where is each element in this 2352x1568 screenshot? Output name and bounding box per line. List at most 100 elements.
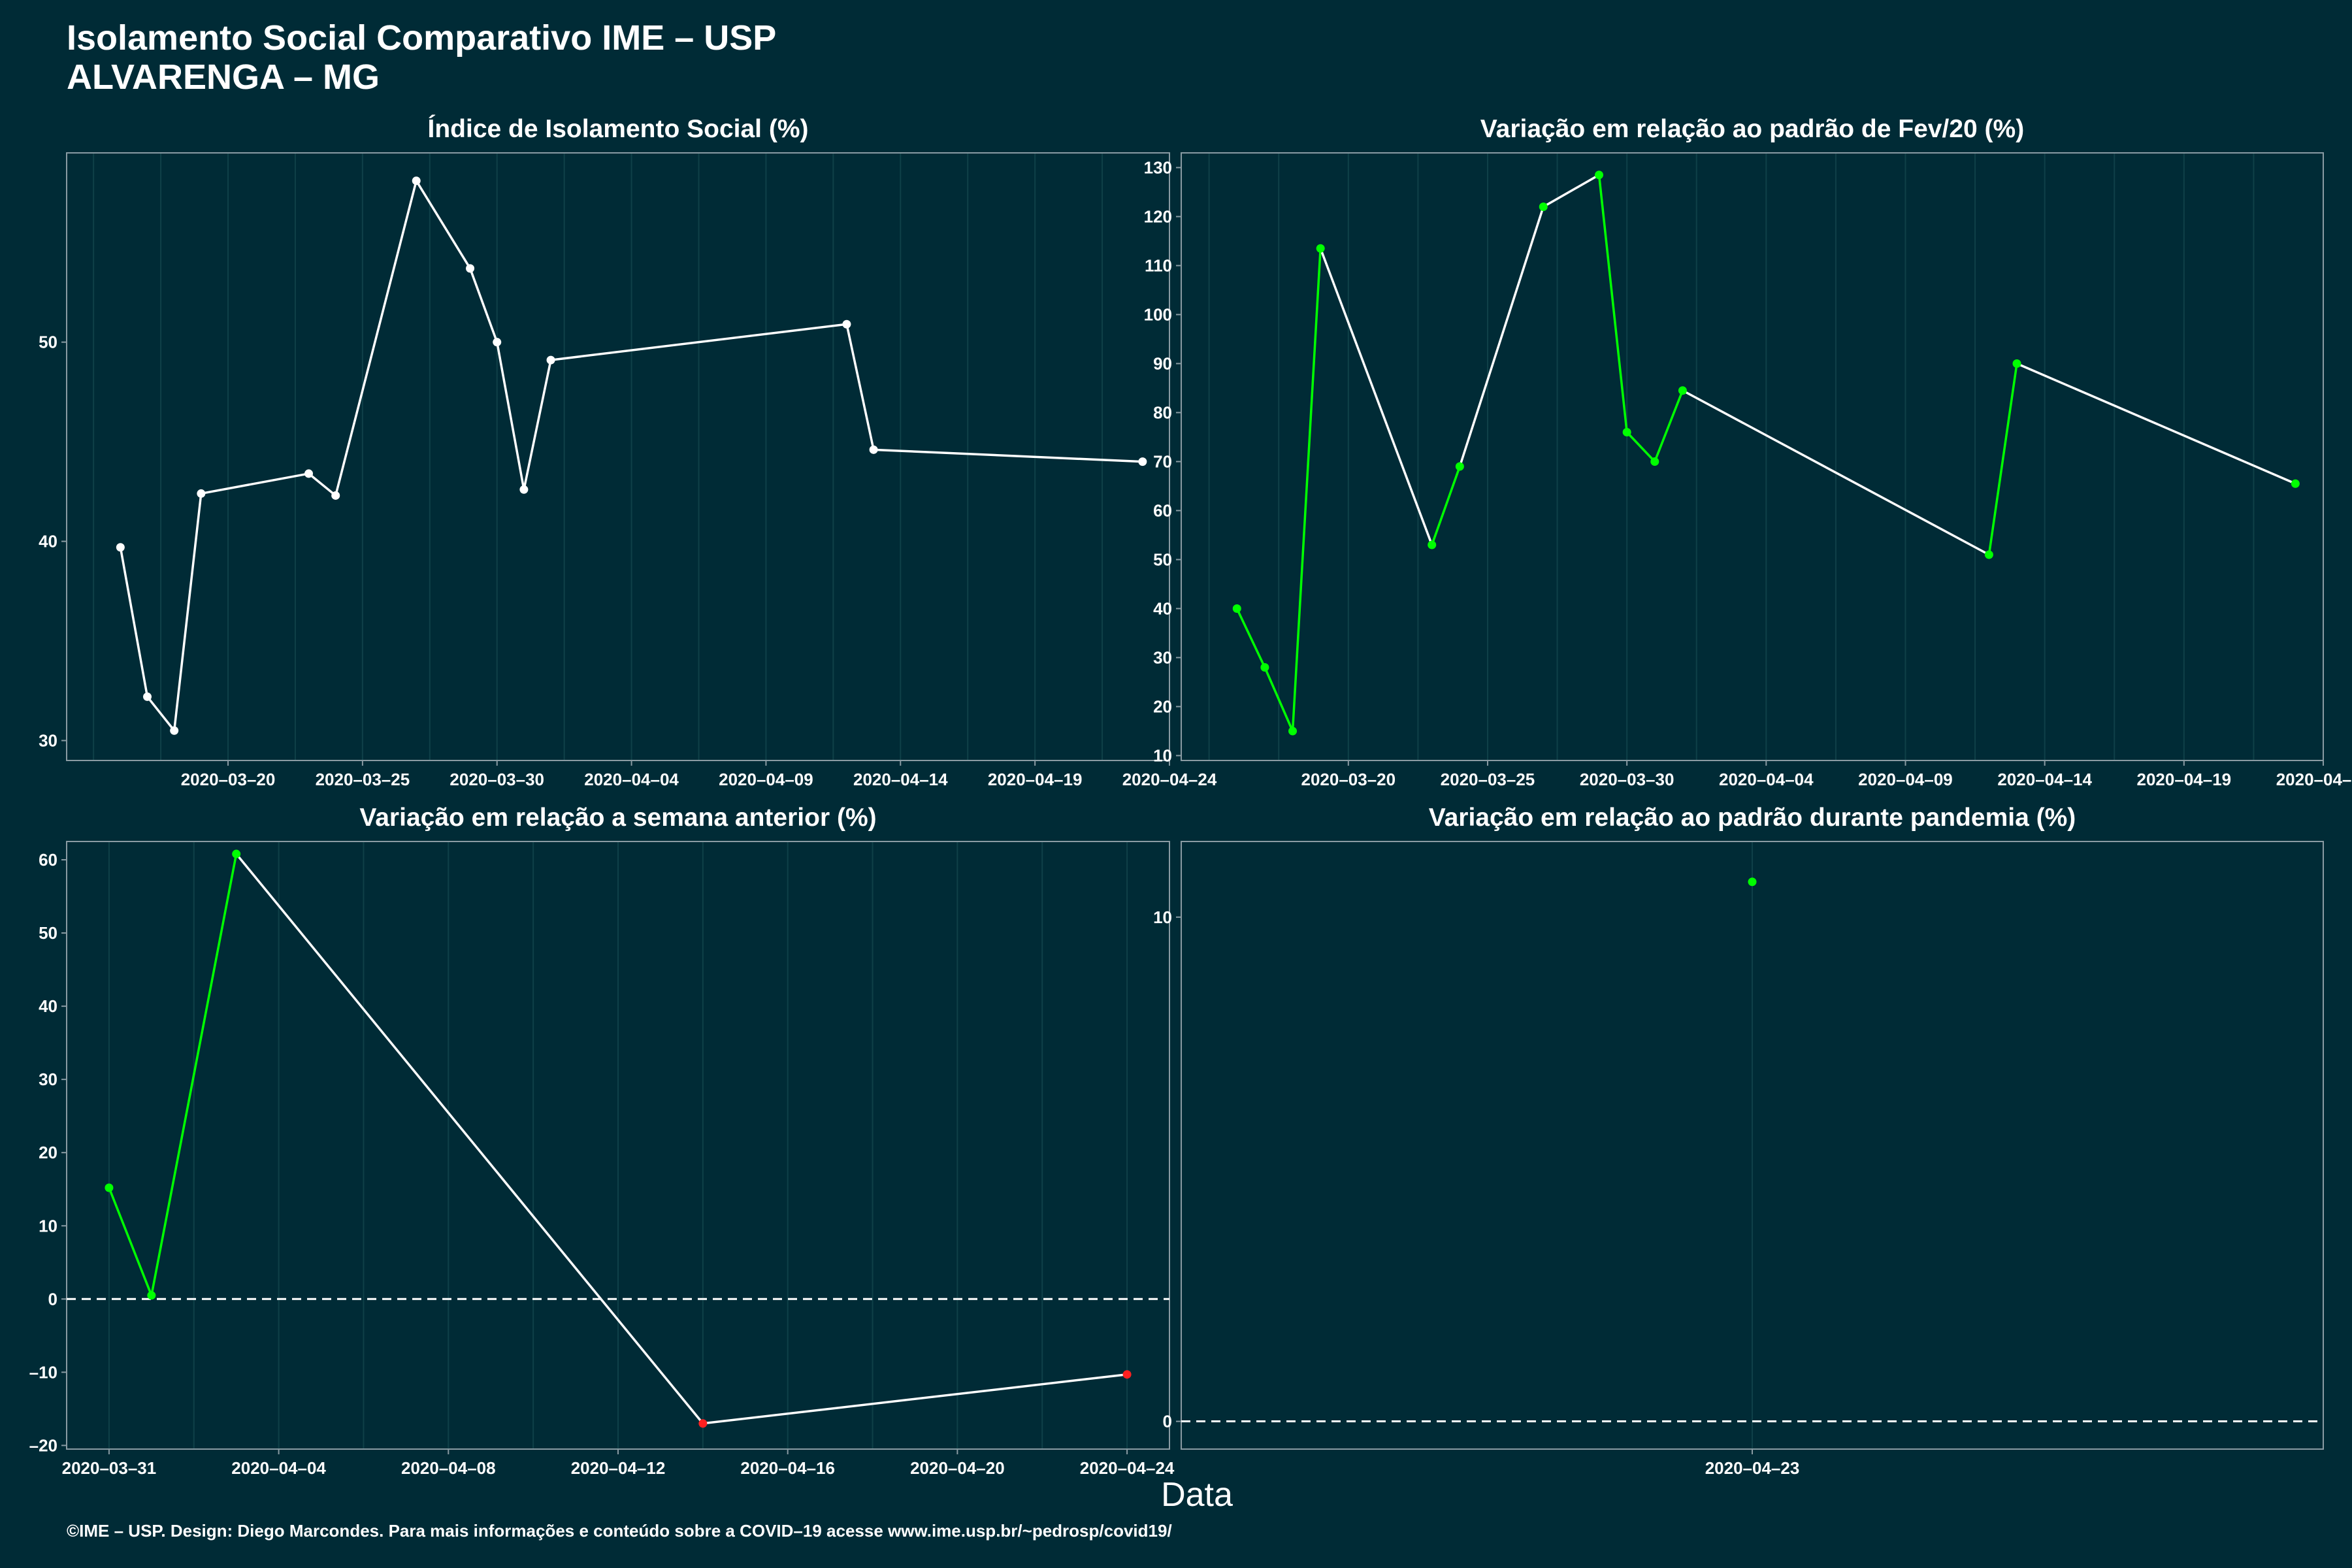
series-segment xyxy=(1291,247,1322,732)
y-tick-label: 40 xyxy=(1153,599,1172,619)
data-point xyxy=(842,319,851,329)
series-segment xyxy=(1458,205,1544,468)
y-tick-label: 0 xyxy=(48,1289,57,1309)
x-tick-label: 2020–03–25 xyxy=(316,770,410,789)
series-segment xyxy=(1542,174,1601,208)
series-segment xyxy=(1654,389,1684,463)
data-point xyxy=(1428,540,1437,549)
data-point xyxy=(170,726,179,735)
series-segment xyxy=(334,179,417,497)
y-tick-label: 40 xyxy=(39,996,57,1016)
data-point xyxy=(869,445,878,454)
series-segment xyxy=(415,179,472,270)
x-tick-label: 2020–04–09 xyxy=(1858,770,1953,789)
series-segment xyxy=(845,323,875,451)
y-tick-label: 20 xyxy=(1153,697,1172,717)
x-tick-label: 2020–03–20 xyxy=(181,770,276,789)
data-point xyxy=(1138,457,1147,466)
data-point xyxy=(143,692,152,701)
data-point xyxy=(519,485,529,494)
panel-title: Índice de Isolamento Social (%) xyxy=(428,114,809,143)
x-tick-label: 2020–03–30 xyxy=(1580,770,1674,789)
data-point xyxy=(331,491,340,500)
main-title-line2: ALVARENGA – MG xyxy=(67,57,380,97)
series-segment xyxy=(1319,247,1433,546)
panel-title: Variação em relação a semana anterior (%… xyxy=(359,804,876,832)
series-segment xyxy=(235,853,704,1425)
x-tick-label: 2020–04–04 xyxy=(231,1458,326,1478)
series-segment xyxy=(1625,431,1656,463)
y-tick-label: 70 xyxy=(1153,452,1172,472)
panel-title: Variação em relação ao padrão durante pa… xyxy=(1429,804,2076,832)
series-segment xyxy=(702,1373,1128,1425)
series-segment xyxy=(172,492,203,732)
y-tick-label: 30 xyxy=(39,731,57,751)
series-segment xyxy=(1597,174,1628,434)
x-tick-label: 2020–04–24 xyxy=(1080,1458,1175,1478)
x-tick-label: 2020–03–25 xyxy=(1441,770,1535,789)
series-segment xyxy=(1235,607,1266,669)
data-point xyxy=(116,543,125,552)
y-tick-label: 50 xyxy=(1153,550,1172,570)
data-point xyxy=(2012,359,2021,368)
y-tick-label: 10 xyxy=(39,1216,57,1235)
x-tick-label: 2020–04–20 xyxy=(910,1458,1005,1478)
data-point xyxy=(466,264,475,273)
x-tick-label: 2020–04–12 xyxy=(571,1458,666,1478)
caption: ©IME – USP. Design: Diego Marcondes. Par… xyxy=(67,1521,1172,1541)
data-point xyxy=(1539,203,1548,211)
series-segment xyxy=(495,340,525,491)
data-point xyxy=(232,849,241,858)
series-segment xyxy=(307,472,337,497)
x-tick-label: 2020–04–19 xyxy=(2137,770,2232,789)
data-point xyxy=(1984,550,1993,559)
x-tick-label: 2020–04–19 xyxy=(988,770,1083,789)
y-tick-label: 10 xyxy=(1153,746,1172,766)
chart-panel-isolation-index: Índice de Isolamento Social (%) 2020–03–2… xyxy=(39,114,1217,789)
series-segment xyxy=(146,695,176,732)
y-tick-label: 90 xyxy=(1153,354,1172,374)
y-tick-label: –20 xyxy=(29,1435,57,1455)
x-tick-label: 2020–04–09 xyxy=(719,770,813,789)
y-tick-label: 40 xyxy=(39,532,57,551)
data-point xyxy=(147,1291,156,1300)
y-tick-label: 60 xyxy=(1153,501,1172,521)
data-point xyxy=(1316,244,1325,253)
x-tick-label: 2020–04–04 xyxy=(584,770,679,789)
y-tick-label: 50 xyxy=(39,333,57,352)
y-tick-label: 0 xyxy=(1163,1412,1172,1431)
x-tick-label: 2020–03–30 xyxy=(449,770,544,789)
series-segment xyxy=(523,359,552,491)
y-tick-label: 30 xyxy=(39,1070,57,1089)
x-tick-label: 2020–04–14 xyxy=(853,770,948,789)
chart-panel-variation-feb20: Variação em relação ao padrão de Fev/20 … xyxy=(1144,115,2352,789)
series-segment xyxy=(150,853,238,1297)
data-point xyxy=(197,489,206,498)
x-tick-label: 2020–04–08 xyxy=(401,1458,496,1478)
x-axis-label: Data xyxy=(1161,1476,1233,1514)
data-point xyxy=(105,1183,114,1192)
chart-panel-variation-previous-week: Variação em relação a semana anterior (%… xyxy=(29,804,1175,1478)
series-segment xyxy=(200,472,310,495)
series-segment xyxy=(468,267,498,344)
x-tick-label: 2020–04–24 xyxy=(2276,770,2352,789)
chart-panel-variation-pandemic-pattern: Variação em relação ao padrão durante pa… xyxy=(1153,804,2324,1478)
y-tick-label: 80 xyxy=(1153,403,1172,423)
data-point xyxy=(1288,727,1298,736)
y-tick-label: 120 xyxy=(1144,207,1172,227)
x-tick-label: 2020–03–20 xyxy=(1301,770,1396,789)
series-segment xyxy=(1681,389,1991,556)
x-tick-label: 2020–04–16 xyxy=(740,1458,835,1478)
data-point xyxy=(304,469,314,478)
y-tick-label: 10 xyxy=(1153,907,1172,927)
x-tick-label: 2020–04–14 xyxy=(1997,770,2092,789)
series-segment xyxy=(2016,362,2297,485)
series-segment xyxy=(1430,465,1462,546)
data-point xyxy=(698,1419,708,1428)
y-tick-label: 60 xyxy=(39,850,57,870)
data-point xyxy=(546,355,555,365)
data-point xyxy=(1748,877,1757,887)
plot-frame xyxy=(66,152,1170,761)
